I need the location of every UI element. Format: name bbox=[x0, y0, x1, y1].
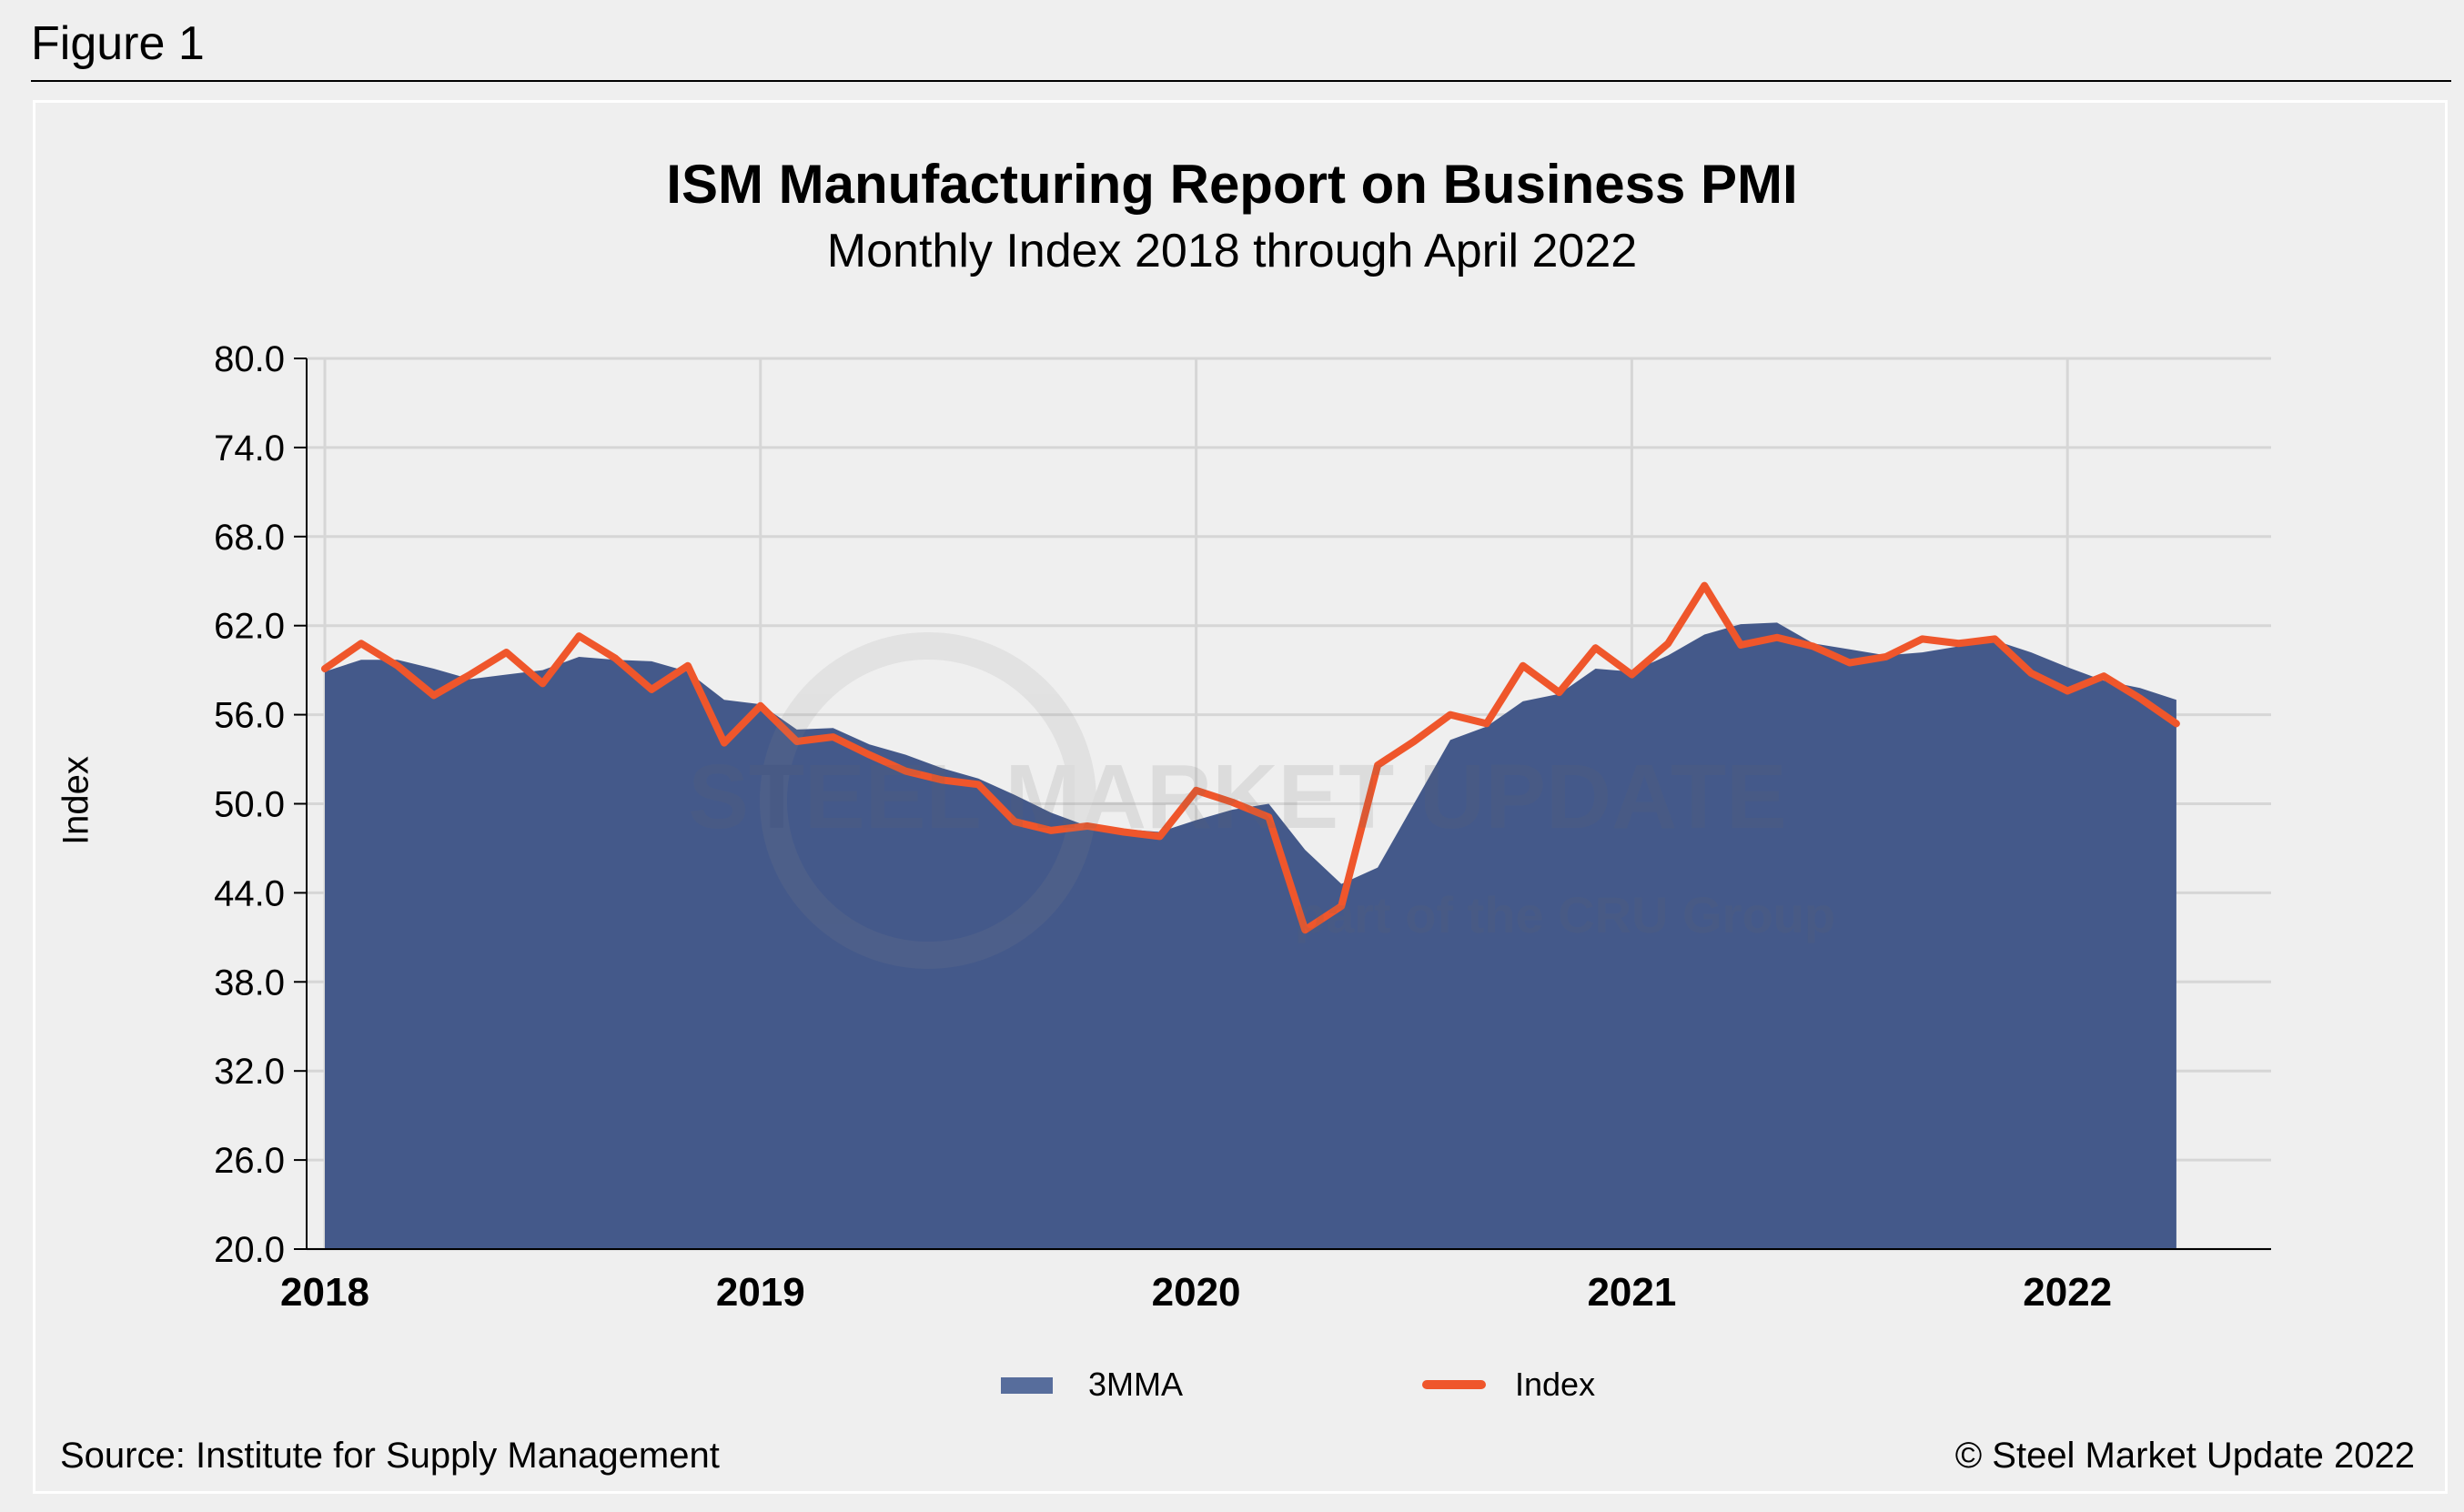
legend-label-3mma: 3MMA bbox=[1088, 1366, 1183, 1403]
x-tick-label: 2019 bbox=[716, 1270, 805, 1315]
y-tick-label: 56.0 bbox=[214, 696, 285, 736]
y-tick-label: 80.0 bbox=[214, 339, 285, 379]
chart-subtitle: Monthly Index 2018 through April 2022 bbox=[826, 225, 1638, 277]
copyright-note: © Steel Market Update 2022 bbox=[1954, 1436, 2415, 1476]
y-tick-label: 20.0 bbox=[214, 1230, 285, 1270]
y-tick-label: 44.0 bbox=[214, 873, 285, 913]
chart-frame bbox=[33, 100, 2448, 1494]
y-tick-label: 74.0 bbox=[214, 428, 285, 469]
legend: 3MMA Index bbox=[1001, 1366, 1595, 1403]
figure-label: Figure 1 bbox=[31, 17, 205, 70]
x-tick-label: 2018 bbox=[280, 1270, 369, 1315]
x-tick-label: 2020 bbox=[1152, 1270, 1241, 1315]
chart-title: ISM Manufacturing Report on Business PMI bbox=[666, 154, 1798, 215]
series-3mma-area bbox=[325, 622, 2176, 1249]
watermark-sub: part of the CRU Group bbox=[1295, 886, 1835, 943]
legend-label-index: Index bbox=[1515, 1366, 1595, 1403]
watermark-main: STEEL MARKET UPDATE bbox=[688, 746, 1786, 848]
figure-divider bbox=[31, 80, 2451, 82]
watermark-logo: STEEL MARKET UPDATE part of the CRU Grou… bbox=[688, 632, 1835, 969]
y-tick-label: 32.0 bbox=[214, 1052, 285, 1092]
legend-swatch-3mma bbox=[1001, 1377, 1053, 1394]
x-tick-label: 2022 bbox=[2023, 1270, 2112, 1315]
y-tick-label: 68.0 bbox=[214, 518, 285, 558]
y-tick-label: 38.0 bbox=[214, 963, 285, 1003]
x-tick-label: 2021 bbox=[1587, 1270, 1676, 1315]
y-tick-label: 62.0 bbox=[214, 607, 285, 647]
y-tick-label: 26.0 bbox=[214, 1141, 285, 1181]
source-note: Source: Institute for Supply Management bbox=[60, 1436, 720, 1476]
axes: 80.0 74.0 68.0 62.0 56.0 50.0 44.0 38.0 32.0 26.0… bbox=[214, 339, 2271, 1315]
y-tick-label: 50.0 bbox=[214, 785, 285, 825]
series-index-line bbox=[321, 581, 2180, 934]
